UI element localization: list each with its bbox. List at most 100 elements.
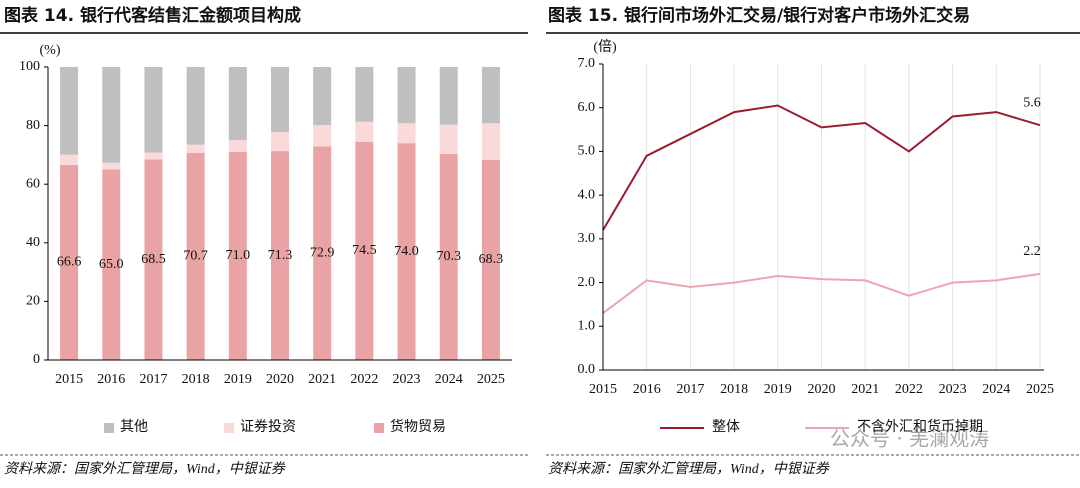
x-tick-label: 2023: [939, 382, 967, 397]
data-label: 68.5: [141, 252, 166, 267]
x-tick-label: 2022: [350, 372, 378, 387]
x-tick-label: 2015: [589, 382, 617, 397]
x-tick-label: 2025: [1026, 382, 1054, 397]
bar-segment: [271, 67, 289, 133]
bar-segment: [60, 67, 79, 155]
legend-label: 其他: [120, 419, 148, 435]
x-tick-label: 2024: [982, 382, 1010, 397]
x-tick-label: 2023: [393, 372, 421, 387]
y-tick-label: 2.0: [578, 275, 596, 290]
x-tick-label: 2015: [55, 372, 83, 387]
bar-segment: [313, 67, 332, 126]
x-tick-label: 2019: [224, 372, 252, 387]
bar-segment: [355, 121, 374, 142]
bar-segment: [397, 67, 416, 124]
legend-label: 不含外汇和货币掉期: [857, 418, 983, 435]
x-tick-label: 2020: [808, 382, 836, 397]
bar-segment: [144, 159, 163, 360]
bar-segment: [271, 132, 289, 152]
y-tick-label: 40: [26, 235, 40, 250]
source: 资料来源：国家外汇管理局，Wind，中银证券: [548, 461, 830, 477]
bar-segment: [481, 67, 500, 124]
bar-segment: [439, 124, 458, 155]
x-tick-label: 2022: [895, 382, 923, 397]
x-tick-label: 2021: [308, 372, 336, 387]
y-tick-label: 3.0: [578, 231, 596, 246]
bar-segment: [102, 67, 121, 163]
y-tick-label: 60: [26, 176, 40, 191]
legend-swatch: [374, 423, 384, 433]
y-tick-label: 7.0: [578, 56, 596, 71]
bar-segment: [313, 146, 332, 360]
x-tick-label: 2016: [633, 382, 661, 397]
legend-label: 整体: [712, 419, 740, 435]
bar-segment: [481, 123, 500, 160]
bar-segment: [355, 141, 374, 360]
data-label: 72.9: [310, 245, 335, 260]
chart-title: 图表 15. 银行间市场外汇交易/银行对客户市场外汇交易: [548, 5, 970, 26]
bar-segment: [102, 162, 121, 170]
y-tick-label: 0.0: [578, 362, 596, 377]
bar-segment: [60, 154, 79, 165]
x-tick-label: 2017: [676, 382, 704, 397]
legend-label: 证券投资: [240, 419, 296, 435]
legend-swatch: [224, 423, 234, 433]
bar-segment: [228, 67, 247, 141]
y-unit: (倍): [593, 39, 617, 55]
x-tick-label: 2024: [435, 372, 463, 387]
bar-segment: [60, 164, 79, 360]
y-tick-label: 100: [19, 59, 40, 74]
data-label: 71.3: [268, 248, 293, 263]
data-label: 68.3: [479, 252, 504, 267]
bar-segment: [397, 123, 416, 144]
data-label: 74.5: [352, 243, 377, 258]
data-label: 71.0: [226, 248, 251, 263]
bar-segment: [144, 67, 163, 153]
y-tick-label: 20: [26, 294, 40, 309]
y-unit: (%): [40, 43, 61, 58]
x-tick-label: 2016: [97, 372, 125, 387]
bar-segment: [439, 67, 458, 125]
bar-segment: [355, 67, 374, 122]
bar-segment: [102, 169, 121, 360]
bar-segment: [144, 152, 163, 160]
x-tick-label: 2018: [720, 382, 748, 397]
x-tick-label: 2019: [764, 382, 792, 397]
y-tick-label: 5.0: [578, 144, 596, 159]
line: [602, 272, 1041, 314]
x-tick-label: 2025: [477, 372, 505, 387]
y-tick-label: 1.0: [578, 319, 596, 334]
bar-segment: [186, 67, 205, 145]
bar-segment: [186, 152, 205, 360]
data-label: 5.6: [1023, 95, 1041, 110]
legend-swatch: [104, 423, 114, 433]
x-tick-label: 2017: [139, 372, 167, 387]
chart-title: 图表 14. 银行代客结售汇金额项目构成: [4, 5, 301, 26]
y-tick-label: 4.0: [578, 187, 596, 202]
bar-segment: [228, 140, 247, 152]
bar-segment: [439, 154, 458, 360]
data-label: 66.6: [57, 255, 82, 270]
data-label: 70.7: [183, 249, 208, 264]
bar-segment: [271, 151, 289, 360]
x-tick-label: 2021: [851, 382, 879, 397]
data-label: 2.2: [1023, 244, 1041, 259]
data-label: 74.0: [394, 244, 419, 259]
x-tick-label: 2018: [182, 372, 210, 387]
bar-segment: [481, 159, 500, 360]
source: 资料来源：国家外汇管理局，Wind，中银证券: [4, 461, 286, 477]
watermark: 公众号 · 羌澜观涛: [830, 427, 989, 451]
data-label: 65.0: [99, 257, 124, 272]
bar-segment: [228, 151, 247, 360]
bar-segment: [313, 125, 332, 147]
line: [602, 104, 1041, 231]
legend-label: 货物贸易: [390, 418, 446, 435]
data-label: 70.3: [436, 249, 461, 264]
y-tick-label: 80: [26, 118, 40, 133]
bar-segment: [397, 143, 416, 360]
bar-segment: [186, 144, 205, 153]
y-tick-label: 6.0: [578, 100, 596, 115]
x-tick-label: 2020: [266, 372, 294, 387]
y-tick-label: 0: [33, 352, 40, 367]
